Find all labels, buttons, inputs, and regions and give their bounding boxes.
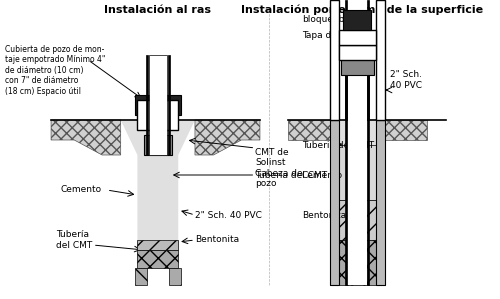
Polygon shape	[386, 120, 427, 140]
Bar	[330, 0, 339, 120]
Bar	[339, 30, 376, 45]
Bar	[376, 120, 386, 285]
Bar	[347, 20, 366, 285]
Bar	[366, 20, 368, 285]
Text: Cemento: Cemento	[302, 170, 343, 179]
Polygon shape	[134, 268, 146, 285]
Bar	[340, 55, 374, 75]
Text: Tuberia del CMT: Tuberia del CMT	[302, 141, 374, 150]
Text: Cemento: Cemento	[60, 185, 102, 195]
Text: Instalación al ras: Instalación al ras	[104, 5, 212, 15]
Bar	[344, 10, 371, 30]
Polygon shape	[169, 268, 181, 285]
Text: 2" Sch. 40 PVC: 2" Sch. 40 PVC	[195, 210, 262, 219]
Polygon shape	[330, 145, 386, 200]
Polygon shape	[120, 120, 195, 250]
Text: Tapa del pozo: Tapa del pozo	[302, 30, 364, 39]
Bar	[339, 45, 376, 60]
Polygon shape	[330, 120, 386, 285]
Text: Instalación por encima de la superficie: Instalación por encima de la superficie	[241, 5, 483, 15]
Bar	[144, 135, 172, 155]
Bar	[134, 95, 181, 115]
Text: Tuberia del CMT: Tuberia del CMT	[256, 170, 328, 179]
Polygon shape	[330, 240, 386, 285]
Bar	[346, 20, 347, 285]
Polygon shape	[195, 120, 260, 155]
Polygon shape	[330, 200, 386, 240]
Bar	[138, 100, 178, 130]
Polygon shape	[51, 120, 120, 155]
Bar	[168, 55, 170, 155]
Text: Bentonita: Bentonita	[195, 236, 239, 245]
Text: Bentonita: Bentonita	[302, 210, 346, 219]
Bar	[366, 0, 368, 120]
Polygon shape	[288, 120, 330, 140]
Text: CMT de
Solinst
Cabeza de
pozo: CMT de Solinst Cabeza de pozo	[256, 148, 303, 188]
Polygon shape	[138, 240, 178, 250]
Text: bloqueable: bloqueable	[302, 16, 352, 25]
Text: Cubierta de pozo de mon-
taje empotrado Mínimo 4"
de diámetro (10 cm)
con 7" de : Cubierta de pozo de mon- taje empotrado …	[4, 45, 105, 96]
Bar	[376, 0, 386, 120]
Text: 2" Sch.
40 PVC: 2" Sch. 40 PVC	[390, 70, 422, 90]
Bar	[146, 55, 148, 155]
Polygon shape	[138, 250, 178, 268]
Bar	[347, 0, 366, 120]
Bar	[330, 120, 339, 285]
Bar	[148, 55, 167, 155]
Bar	[346, 0, 347, 120]
Text: Tubería
del CMT: Tubería del CMT	[56, 230, 92, 250]
